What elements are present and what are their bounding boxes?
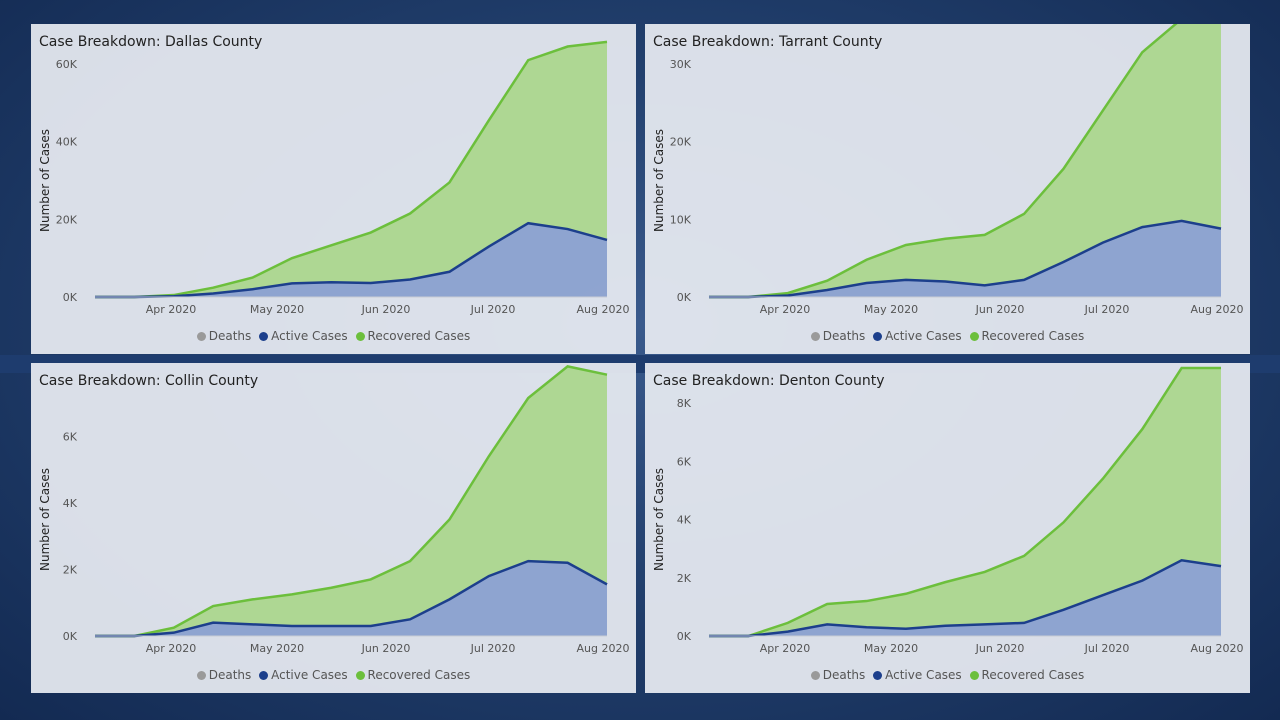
x-tick-label: Aug 2020 <box>1191 303 1244 316</box>
legend-recovered[interactable]: Recovered Cases <box>970 668 1085 682</box>
x-tick-label: Aug 2020 <box>577 642 630 655</box>
y-tick-label: 0K <box>677 630 692 643</box>
x-tick-label: Jun 2020 <box>361 303 411 316</box>
y-tick-label: 8K <box>677 397 692 410</box>
chart-legend: Deaths Active Cases Recovered Cases <box>645 668 1250 682</box>
legend-recovered[interactable]: Recovered Cases <box>356 329 471 343</box>
legend-recovered[interactable]: Recovered Cases <box>356 668 471 682</box>
chart-plot: Number of Cases 0K 10K 20K 30K Apr 2020 May 20… <box>645 24 1250 354</box>
x-tick-label: Apr 2020 <box>760 642 811 655</box>
y-tick-label: 0K <box>677 291 692 304</box>
denton-chart-panel: Case Breakdown: Denton County Number of … <box>645 363 1250 693</box>
y-tick-label: 0K <box>63 630 78 643</box>
y-tick-label: 0K <box>63 291 78 304</box>
y-tick-label: 4K <box>63 497 78 510</box>
legend-deaths[interactable]: Deaths <box>811 329 866 343</box>
collin-chart-panel: Case Breakdown: Collin County Number of … <box>31 363 636 693</box>
y-tick-label: 60K <box>56 58 78 71</box>
legend-deaths[interactable]: Deaths <box>197 329 252 343</box>
x-tick-label: Apr 2020 <box>146 642 197 655</box>
legend-deaths[interactable]: Deaths <box>811 668 866 682</box>
y-tick-label: 2K <box>63 563 78 576</box>
y-tick-label: 30K <box>670 58 692 71</box>
chart-legend: Deaths Active Cases Recovered Cases <box>31 668 636 682</box>
legend-active[interactable]: Active Cases <box>873 329 962 343</box>
x-tick-label: Jun 2020 <box>975 303 1025 316</box>
x-tick-label: Jul 2020 <box>470 642 516 655</box>
y-tick-label: 20K <box>670 136 692 149</box>
legend-active[interactable]: Active Cases <box>259 329 348 343</box>
x-tick-label: Apr 2020 <box>146 303 197 316</box>
x-tick-label: Jul 2020 <box>470 303 516 316</box>
deaths-dot-icon <box>811 671 820 680</box>
active-dot-icon <box>873 671 882 680</box>
y-tick-label: 40K <box>56 136 78 149</box>
y-axis-label: Number of Cases <box>652 468 666 571</box>
chart-legend: Deaths Active Cases Recovered Cases <box>645 329 1250 343</box>
x-tick-label: Aug 2020 <box>577 303 630 316</box>
y-tick-label: 20K <box>56 213 78 226</box>
deaths-dot-icon <box>811 332 820 341</box>
x-tick-label: Apr 2020 <box>760 303 811 316</box>
chart-legend: Deaths Active Cases Recovered Cases <box>31 329 636 343</box>
active-dot-icon <box>873 332 882 341</box>
legend-active[interactable]: Active Cases <box>259 668 348 682</box>
deaths-dot-icon <box>197 671 206 680</box>
y-tick-label: 2K <box>677 572 692 585</box>
x-tick-label: May 2020 <box>864 642 918 655</box>
chart-plot: Number of Cases 0K 20K 40K 60K Apr 2020 May 20… <box>31 24 636 354</box>
chart-plot: Number of Cases 0K 2K 4K 6K 8K Apr 2020 May 202… <box>645 363 1250 693</box>
y-axis-label: Number of Cases <box>38 129 52 232</box>
legend-active[interactable]: Active Cases <box>873 668 962 682</box>
recovered-dot-icon <box>970 332 979 341</box>
active-dot-icon <box>259 671 268 680</box>
active-dot-icon <box>259 332 268 341</box>
recovered-dot-icon <box>356 332 365 341</box>
x-tick-label: May 2020 <box>250 642 304 655</box>
y-axis-label: Number of Cases <box>38 468 52 571</box>
tarrant-chart-panel: Case Breakdown: Tarrant County Number of… <box>645 24 1250 354</box>
x-tick-label: Jul 2020 <box>1084 303 1130 316</box>
y-tick-label: 4K <box>677 514 692 527</box>
x-tick-label: Aug 2020 <box>1191 642 1244 655</box>
y-tick-label: 6K <box>677 455 692 468</box>
recovered-dot-icon <box>970 671 979 680</box>
y-tick-label: 6K <box>63 430 78 443</box>
x-tick-label: Jun 2020 <box>361 642 411 655</box>
x-tick-label: May 2020 <box>864 303 918 316</box>
legend-recovered[interactable]: Recovered Cases <box>970 329 1085 343</box>
x-tick-label: Jun 2020 <box>975 642 1025 655</box>
recovered-dot-icon <box>356 671 365 680</box>
y-axis-label: Number of Cases <box>652 129 666 232</box>
x-tick-label: May 2020 <box>250 303 304 316</box>
y-tick-label: 10K <box>670 213 692 226</box>
dallas-chart-panel: Case Breakdown: Dallas County Number of … <box>31 24 636 354</box>
deaths-dot-icon <box>197 332 206 341</box>
x-tick-label: Jul 2020 <box>1084 642 1130 655</box>
legend-deaths[interactable]: Deaths <box>197 668 252 682</box>
chart-plot: Number of Cases 0K 2K 4K 6K Apr 2020 May 2020 J… <box>31 363 636 693</box>
